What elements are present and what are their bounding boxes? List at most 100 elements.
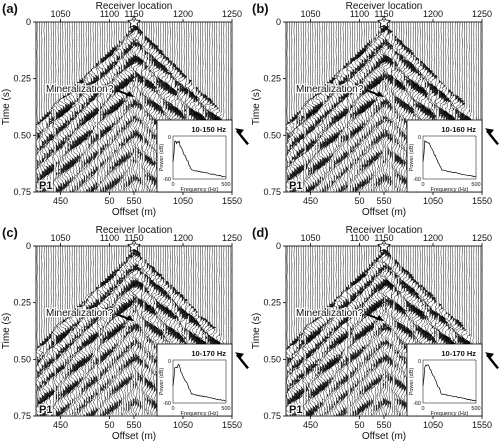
bottom-tick-label: 1050	[423, 196, 443, 206]
y-axis-title: Time (s)	[1, 313, 12, 349]
inset-x-tick: 500	[471, 182, 480, 188]
left-tick-label: 0.25	[13, 74, 31, 84]
inset-y-tick: -60	[413, 177, 421, 183]
side-arrowhead-icon	[485, 128, 494, 135]
top-tick-label: 1250	[222, 9, 242, 19]
inset-axes	[422, 135, 477, 180]
inset-y-title: Power (dB)	[409, 368, 415, 396]
inset-y-tick: -60	[163, 177, 171, 183]
bottom-tick-label: 1550	[222, 196, 242, 206]
top-tick-label: 1200	[173, 233, 193, 243]
shot-label: P1	[289, 180, 302, 192]
mineralization-annotation: Mineralization?	[296, 308, 364, 319]
left-tick-label: 0.50	[13, 130, 31, 140]
top-tick-label: 1050	[300, 233, 320, 243]
left-tick-label: 0.50	[263, 130, 281, 140]
seismic-traces	[286, 246, 482, 416]
bottom-tick-label: 550	[126, 420, 141, 430]
bottom-tick-label: 450	[53, 420, 68, 430]
top-tick-label: 1200	[173, 9, 193, 19]
left-tick-label: 0.75	[263, 187, 281, 197]
inset-axes	[422, 359, 477, 404]
bottom-tick-label: 550	[376, 420, 391, 430]
bottom-tick-label: 450	[53, 196, 68, 206]
top-axis-title: Receiver location	[346, 1, 423, 12]
panel-c: 1050 1100 1150 1200 1250 Receiver location 450…	[0, 224, 250, 448]
left-tick-label: 0	[276, 241, 281, 251]
bottom-tick-label: 1050	[423, 420, 443, 430]
inset-axes	[172, 135, 227, 180]
inset-y-tick: -60	[163, 401, 171, 407]
filter-band-label: 10-160 Hz	[441, 125, 476, 134]
side-arrowhead-icon	[235, 128, 244, 135]
bottom-axis-title: Offset (m)	[362, 207, 406, 218]
mineralization-annotation: Mineralization?	[46, 84, 114, 95]
top-axis-title: Receiver location	[96, 1, 173, 12]
annotation-arrow-icon	[115, 89, 130, 96]
top-tick-label: 1200	[423, 9, 443, 19]
top-tick-label: 1150	[124, 9, 143, 19]
inset-x-tick: 500	[221, 406, 230, 412]
bottom-tick-label: 50	[354, 420, 364, 430]
annotation-arrowhead-icon	[126, 315, 134, 321]
y-axis-title: Time (s)	[1, 89, 12, 125]
inset-x-title: Frequency (Hz)	[431, 411, 469, 417]
bottom-tick-label: 1550	[472, 420, 492, 430]
inset-y-title: Power (dB)	[409, 144, 415, 172]
annotation-arrowhead-icon	[376, 91, 384, 97]
inset-x-tick: 0	[421, 182, 424, 188]
annotation-arrow-icon	[365, 89, 380, 96]
spectrum-curve	[172, 363, 226, 402]
bottom-tick-label: 450	[303, 420, 318, 430]
shot-label: P1	[39, 404, 52, 416]
spectrum-curve	[422, 364, 477, 402]
left-tick-label: 0	[26, 17, 31, 27]
inset-y-tick: -60	[413, 401, 421, 407]
panel-label: (b)	[252, 1, 269, 16]
bottom-tick-label: 50	[104, 196, 114, 206]
bottom-axis-title: Offset (m)	[362, 431, 406, 442]
panel-a: 1050 1100 1150 1200 1250 Receiver location 450…	[0, 0, 250, 224]
mineralization-annotation: Mineralization?	[46, 308, 114, 319]
y-axis-title: Time (s)	[251, 89, 262, 125]
top-tick-label: 1200	[423, 233, 443, 243]
top-axis-title: Receiver location	[346, 225, 423, 236]
bottom-tick-label: 450	[303, 196, 318, 206]
side-arrowhead-icon	[235, 352, 244, 359]
shot-label: P1	[39, 180, 52, 192]
inset-x-tick: 500	[471, 406, 480, 412]
inset-y-tick: 0	[168, 135, 171, 141]
left-tick-label: 0.75	[13, 187, 31, 197]
inset-spectrum	[156, 119, 233, 193]
side-arrowhead-icon	[485, 352, 494, 359]
top-tick-label: 1050	[50, 9, 70, 19]
inset-x-tick: 0	[171, 406, 174, 412]
top-tick-label: 1100	[100, 233, 119, 243]
filter-band-label: 10-170 Hz	[441, 349, 476, 358]
top-tick-label: 1150	[374, 233, 393, 243]
bottom-tick-label: 1550	[222, 420, 242, 430]
left-tick-label: 0.50	[13, 354, 31, 364]
top-tick-label: 1100	[100, 9, 119, 19]
inset-x-title: Frequency (Hz)	[181, 411, 219, 417]
bottom-axis-title: Offset (m)	[112, 207, 156, 218]
annotation-arrow-icon	[365, 313, 380, 320]
bottom-tick-label: 550	[126, 196, 141, 206]
panel-label: (c)	[2, 225, 18, 240]
spectrum-curve	[172, 140, 226, 178]
left-tick-label: 0.75	[263, 411, 281, 421]
top-tick-label: 1250	[472, 9, 492, 19]
top-tick-label: 1150	[124, 233, 143, 243]
inset-x-title: Frequency (Hz)	[181, 187, 219, 193]
top-tick-label: 1250	[472, 233, 492, 243]
annotation-arrow-icon	[115, 313, 130, 320]
inset-x-title: Frequency (Hz)	[431, 187, 469, 193]
top-tick-label: 1100	[350, 233, 369, 243]
left-tick-label: 0.25	[13, 298, 31, 308]
panel-label: (d)	[252, 225, 269, 240]
inset-y-title: Power (dB)	[159, 368, 165, 396]
panel-d: 1050 1100 1150 1200 1250 Receiver location 450…	[250, 224, 500, 448]
left-tick-label: 0	[26, 241, 31, 251]
top-tick-label: 1150	[374, 9, 393, 19]
inset-x-tick: 0	[421, 406, 424, 412]
